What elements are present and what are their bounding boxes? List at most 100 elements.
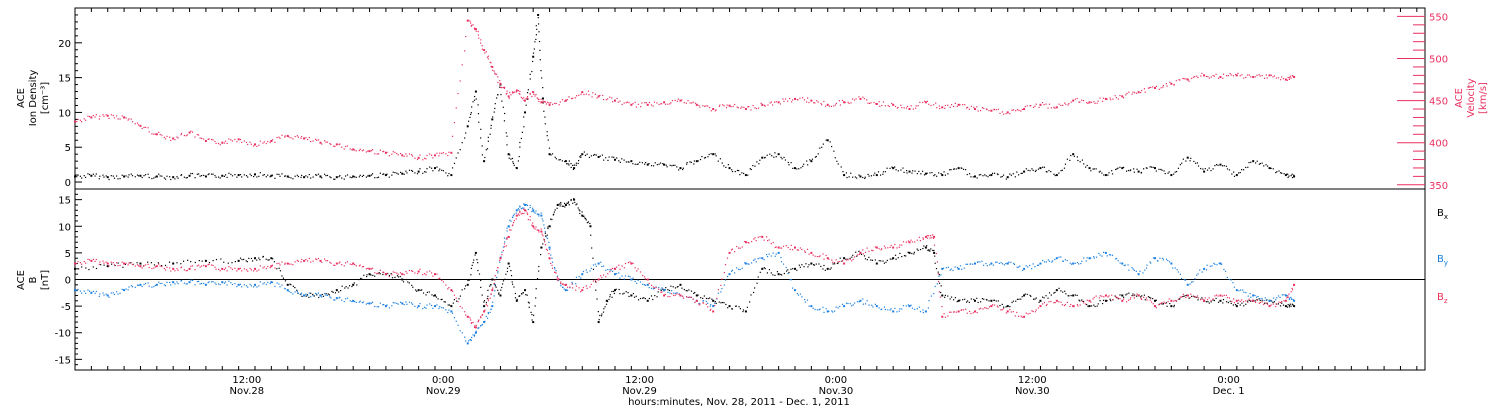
density-series-sample (891, 166, 893, 168)
velocity-series-sample (386, 151, 388, 153)
velocity-series-sample (511, 91, 514, 93)
velocity-series-sample (1012, 109, 1015, 111)
density-series-sample (759, 159, 761, 161)
b-series-bx-sample (983, 298, 985, 300)
velocity-series-sample (702, 105, 704, 107)
density-series-sample (403, 173, 405, 175)
b-series-by-sample (858, 301, 860, 303)
b-series-bz-sample (1176, 300, 1178, 302)
b-series-bx-sample (959, 299, 961, 301)
velocity-series-sample (199, 137, 201, 139)
b-series-bz-sample (557, 279, 559, 281)
velocity-series-sample (426, 154, 428, 157)
density-series-point (1203, 170, 1206, 173)
density-series-sample (1076, 156, 1078, 158)
b-series-by-sample (1275, 299, 1277, 301)
b-series-bx-sample (473, 259, 475, 261)
b-series-bx-sample (525, 294, 527, 296)
b-series-bz-sample (667, 295, 669, 298)
velocity-series-sample (529, 92, 531, 95)
b-series-bz-sample (1116, 296, 1118, 299)
b-series-by-sample (485, 315, 487, 318)
velocity-series-sample (224, 140, 227, 142)
b-series-bz-sample (263, 266, 265, 268)
b-series-bx-sample (332, 291, 334, 293)
density-series-sample (447, 175, 449, 177)
b-series-bz-sample (988, 306, 991, 308)
x-tick-time-label: 0:00 (1217, 375, 1239, 386)
b-series-bx-sample (1212, 299, 1214, 301)
b-series-bx-point (630, 294, 633, 297)
b-series-bz-sample (624, 262, 627, 265)
velocity-series-sample (262, 142, 264, 144)
b-series-bz-sample (678, 293, 680, 296)
density-series-sample (652, 165, 655, 167)
b-series-bz-sample (1037, 307, 1040, 309)
b-series-bz-point (1137, 294, 1140, 297)
b-series-by-sample (1018, 266, 1020, 268)
b-series-bz-sample (163, 267, 165, 270)
density-series-sample (796, 168, 798, 170)
b-series-bz-sample (300, 261, 302, 263)
velocity-series-sample (477, 34, 480, 36)
velocity-series-sample (382, 151, 384, 153)
b-series-by-sample (629, 276, 631, 278)
b-series-by-sample (594, 263, 596, 265)
b-series-by-sample (837, 307, 839, 309)
b-series-bx-sample (150, 262, 153, 264)
b-series-bx-point (1055, 289, 1058, 292)
density-series-point (188, 174, 191, 177)
b-series-by-sample (180, 279, 183, 282)
b-series-by-sample (806, 299, 809, 301)
velocity-series-sample (1213, 75, 1216, 77)
b-series-by-sample (881, 308, 883, 310)
velocity-series-sample (928, 103, 930, 105)
velocity-series-sample (358, 149, 360, 152)
density-series-sample (1242, 169, 1245, 171)
b-series-by-point (1072, 262, 1075, 265)
b-series-bz-sample (212, 264, 214, 267)
velocity-series-sample (1011, 109, 1013, 111)
density-series-sample (1103, 174, 1105, 176)
b-series-by-sample (508, 226, 510, 228)
density-series-point (728, 167, 731, 170)
b-series-by-sample (83, 290, 85, 292)
density-series-sample (469, 116, 471, 118)
velocity-series-point (524, 99, 526, 102)
velocity-series-point (663, 101, 666, 104)
b-series-by-sample (1000, 262, 1002, 264)
b-series-by-sample (791, 287, 794, 289)
b-series-bz-sample (978, 308, 980, 310)
b-series-bz-sample (1046, 303, 1048, 306)
velocity-series-sample (838, 100, 840, 102)
b-series-bx-sample (402, 281, 405, 283)
density-series-sample (1181, 162, 1183, 164)
velocity-series-sample (346, 145, 349, 147)
b-series-by-sample (1223, 268, 1225, 271)
b-series-bx-sample (1215, 297, 1217, 300)
velocity-series-sample (464, 50, 466, 52)
density-series-sample (186, 176, 188, 179)
b-series-bz-sample (1261, 301, 1263, 303)
velocity-series-point (1203, 74, 1206, 77)
density-series-sample (1116, 168, 1118, 170)
b-series-bx-sample (1248, 299, 1250, 302)
b-series-by-sample (505, 238, 507, 240)
b-series-by-sample (480, 325, 482, 327)
b-series-bx-point (1088, 305, 1091, 308)
b-series-by-sample (439, 306, 441, 308)
b-series-by-point (1023, 267, 1026, 270)
b-series-bx-sample (1152, 297, 1154, 300)
b-series-bz-sample (279, 264, 281, 266)
velocity-series-sample (555, 102, 557, 105)
b-series-bz-sample (506, 238, 508, 240)
velocity-series-sample (1259, 75, 1261, 77)
b-series-bx-sample (447, 304, 449, 306)
density-series-sample (1031, 168, 1033, 170)
b-series-by-point (515, 209, 518, 212)
b-series-bx-sample (234, 260, 236, 263)
velocity-series-sample (445, 153, 447, 155)
velocity-series-sample (512, 91, 515, 94)
velocity-series-sample (394, 151, 396, 154)
b-series-bz-sample (403, 274, 405, 276)
